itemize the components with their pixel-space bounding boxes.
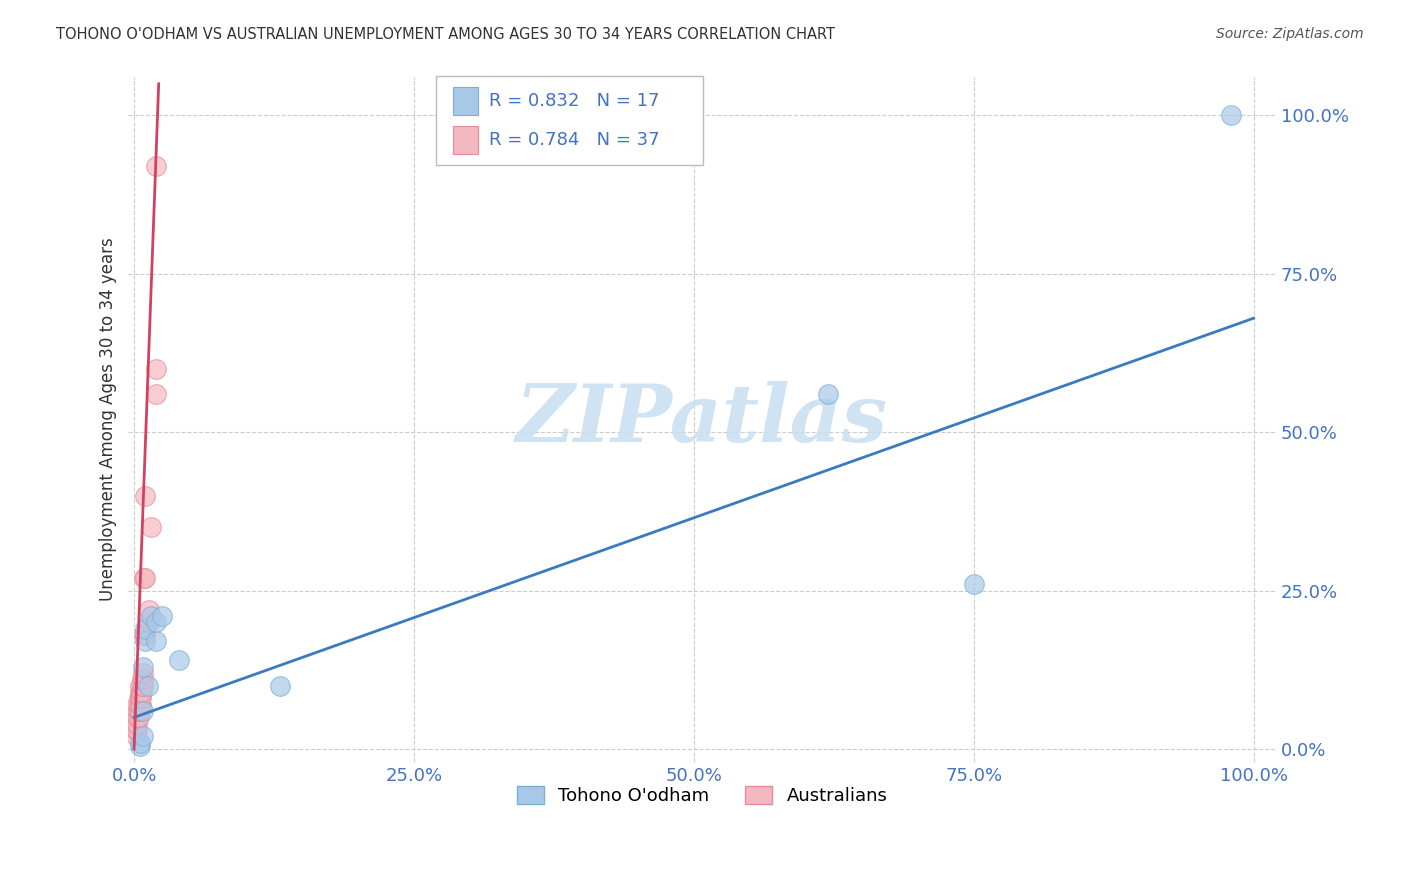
Point xyxy=(139,609,162,624)
Point xyxy=(134,571,156,585)
Point xyxy=(269,679,291,693)
Text: Source: ZipAtlas.com: Source: ZipAtlas.com xyxy=(1216,27,1364,41)
Point xyxy=(129,685,152,699)
Point xyxy=(132,673,155,687)
Text: R = 0.832   N = 17: R = 0.832 N = 17 xyxy=(489,92,659,110)
Point xyxy=(134,634,156,648)
Point xyxy=(131,679,153,693)
Point xyxy=(132,704,155,718)
Point xyxy=(145,362,167,376)
Point xyxy=(128,685,150,699)
Point xyxy=(136,679,159,693)
Point xyxy=(1220,108,1243,122)
Point xyxy=(131,685,153,699)
Point xyxy=(125,723,148,737)
Point xyxy=(128,698,150,712)
Point xyxy=(134,628,156,642)
Point xyxy=(134,628,156,642)
Point xyxy=(128,679,150,693)
Point xyxy=(138,603,160,617)
Point xyxy=(129,698,152,712)
Point xyxy=(127,723,149,737)
Point xyxy=(145,159,167,173)
Point xyxy=(132,659,155,673)
Point xyxy=(132,666,155,681)
Point xyxy=(139,520,162,534)
Point xyxy=(128,704,150,718)
Point xyxy=(131,673,153,687)
Text: TOHONO O'ODHAM VS AUSTRALIAN UNEMPLOYMENT AMONG AGES 30 TO 34 YEARS CORRELATION : TOHONO O'ODHAM VS AUSTRALIAN UNEMPLOYMEN… xyxy=(56,27,835,42)
Point xyxy=(138,615,160,630)
Point xyxy=(128,704,150,718)
Point xyxy=(150,609,173,624)
Point xyxy=(134,489,156,503)
Point xyxy=(145,634,167,648)
Point xyxy=(817,387,839,401)
Point xyxy=(125,730,148,744)
Point xyxy=(134,571,156,585)
Point xyxy=(128,710,150,724)
Point xyxy=(132,679,155,693)
Point xyxy=(145,615,167,630)
Point xyxy=(128,698,150,712)
Point xyxy=(128,736,150,750)
Point xyxy=(127,704,149,718)
Text: R = 0.784   N = 37: R = 0.784 N = 37 xyxy=(489,131,659,149)
Point xyxy=(127,698,149,712)
Point xyxy=(128,739,150,753)
Point xyxy=(129,691,152,706)
Text: ZIPatlas: ZIPatlas xyxy=(516,381,889,458)
Point xyxy=(128,691,150,706)
Point xyxy=(127,716,149,731)
Point xyxy=(167,653,190,667)
Point xyxy=(128,691,150,706)
Point xyxy=(963,577,986,591)
Y-axis label: Unemployment Among Ages 30 to 34 years: Unemployment Among Ages 30 to 34 years xyxy=(100,238,117,601)
Point xyxy=(132,730,155,744)
Point xyxy=(125,716,148,731)
Point xyxy=(134,622,156,636)
Point xyxy=(145,387,167,401)
Point xyxy=(127,710,149,724)
Legend: Tohono O'odham, Australians: Tohono O'odham, Australians xyxy=(508,777,897,814)
